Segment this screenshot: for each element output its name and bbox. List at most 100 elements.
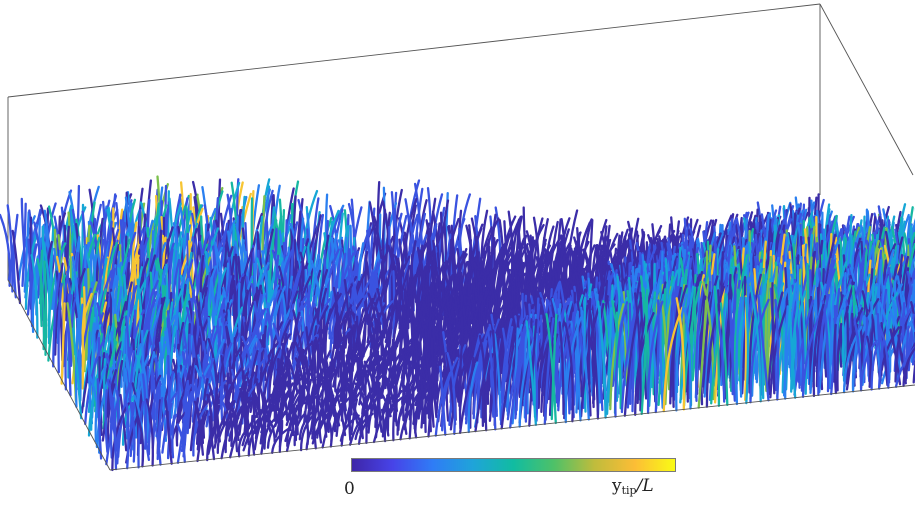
fiber (242, 417, 261, 452)
fiber (366, 319, 379, 367)
fiber (877, 339, 885, 390)
colorbar-max-label-sub: tip (621, 484, 637, 497)
fiber (700, 295, 707, 406)
fiber (128, 397, 136, 463)
fiber (396, 392, 412, 436)
fiber (125, 402, 130, 470)
fiber (911, 345, 915, 366)
fiber (508, 307, 517, 395)
fiber (640, 288, 649, 416)
fiber (842, 325, 863, 394)
colorbar-max-label-tail: /L (636, 476, 654, 496)
fiber (325, 415, 333, 448)
fiber (818, 285, 833, 394)
fiber (675, 297, 686, 411)
fiber (43, 260, 48, 356)
colorbar-min-label: 0 (344, 479, 355, 499)
fiber (620, 294, 624, 406)
fiber (672, 286, 683, 408)
fiber (166, 410, 173, 465)
fiber (42, 240, 51, 345)
fiber (366, 295, 381, 344)
fiber (350, 398, 359, 436)
fiber (305, 412, 325, 451)
fiber (340, 408, 353, 447)
fiber (654, 299, 660, 414)
fiber (474, 349, 492, 433)
fiber (372, 395, 394, 444)
fiber (798, 284, 808, 395)
fiber (543, 317, 555, 426)
fiber (334, 357, 342, 393)
fiber (23, 211, 30, 293)
fiber (285, 387, 306, 427)
fiber (228, 396, 250, 442)
fiber (151, 413, 162, 466)
fiber (189, 397, 200, 452)
colorbar-gradient (351, 458, 676, 472)
fiber (509, 325, 528, 429)
fiber (841, 309, 846, 382)
fiber (408, 406, 412, 440)
fiber (529, 327, 539, 422)
fiber (101, 369, 118, 442)
fiber (675, 293, 688, 412)
fiber (212, 220, 217, 316)
fiber (350, 286, 372, 349)
fiber (176, 401, 189, 464)
fiber (550, 313, 558, 421)
fiber (449, 353, 471, 431)
fiber (287, 358, 299, 395)
fiber (703, 286, 716, 398)
fiber (558, 321, 565, 416)
fiber (286, 403, 301, 448)
fiber (713, 286, 726, 404)
fiber (268, 347, 281, 407)
fiber (52, 272, 61, 368)
fiber (500, 318, 513, 404)
fiber (185, 306, 195, 390)
fiber (143, 414, 151, 462)
fiber (85, 268, 90, 361)
fiber (357, 417, 372, 445)
bounding-box-back-edges (7, 3, 914, 280)
fiber (537, 304, 552, 409)
fiber (364, 412, 368, 445)
fiber (302, 378, 313, 425)
fiber-strands (0, 175, 915, 472)
fiber (434, 371, 452, 437)
fiber (95, 360, 117, 449)
fiber (237, 427, 249, 458)
fiber (790, 300, 800, 393)
colorbar-max-label-main: y (612, 476, 622, 496)
fiber (739, 286, 751, 398)
fiber (109, 397, 115, 459)
fiber (467, 361, 479, 434)
fiber (204, 273, 220, 358)
fiber (218, 343, 227, 405)
fiber (812, 303, 825, 398)
fiber (96, 378, 103, 460)
fiber (382, 237, 387, 326)
fiber (336, 339, 347, 392)
fiber (305, 356, 310, 410)
fiber (636, 287, 653, 405)
fiber (298, 408, 317, 441)
fiber (719, 302, 729, 407)
fiber (228, 410, 246, 459)
fiber (60, 302, 66, 385)
fiber (547, 299, 560, 408)
fiber (0, 213, 11, 287)
fiber (266, 411, 288, 449)
fiber (424, 347, 435, 428)
fiber (788, 299, 797, 399)
fiber (596, 300, 607, 419)
fiber (206, 424, 217, 462)
fiber (564, 322, 574, 423)
fiber (87, 367, 106, 437)
fiber (657, 288, 667, 407)
fiber (330, 303, 346, 364)
fiber (360, 405, 366, 440)
colorbar-max-label: ytip/L (612, 476, 654, 497)
